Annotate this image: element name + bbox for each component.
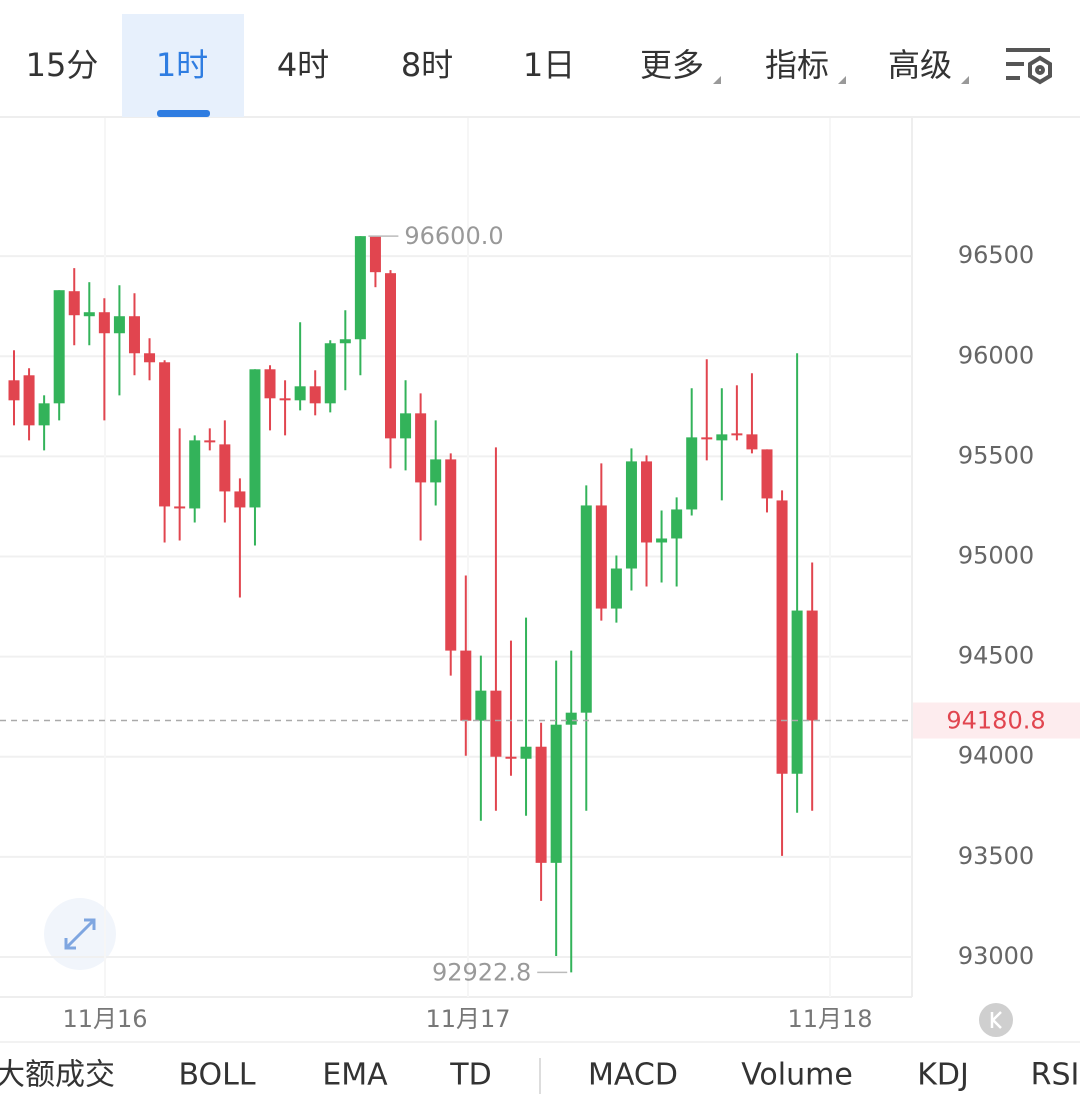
candle-body: [8, 380, 20, 401]
candle-body: [731, 433, 743, 436]
y-tick-label: 94000: [958, 742, 1034, 770]
settings-icon[interactable]: [1006, 48, 1052, 85]
candle-body: [610, 568, 622, 609]
candle-body: [400, 413, 412, 439]
candle-body: [324, 343, 336, 404]
y-tick-label: 93000: [958, 942, 1034, 970]
candle-body: [98, 312, 110, 334]
candle-body: [791, 610, 803, 774]
candle-body: [83, 312, 95, 317]
indicator-tab[interactable]: 大额成交: [0, 1058, 115, 1093]
tab[interactable]: 15分: [26, 46, 99, 84]
indicator-tab[interactable]: EMA: [322, 1058, 388, 1093]
y-tick-label: 94500: [958, 642, 1034, 670]
candle-body: [53, 290, 65, 404]
icon-hex: [1028, 55, 1052, 85]
dropdown-caret: [838, 76, 846, 84]
tab[interactable]: 更多: [640, 46, 704, 84]
candle-body: [68, 291, 80, 316]
candle-body: [746, 434, 758, 450]
y-tick-label: 95500: [958, 441, 1034, 469]
candle-body: [128, 316, 140, 354]
dropdown-caret: [713, 76, 721, 84]
candle-body: [761, 449, 773, 499]
tab[interactable]: 高级: [888, 46, 952, 84]
last-price-label: 94180.8: [946, 707, 1045, 735]
candle-body: [460, 650, 472, 721]
y-tick-label: 96000: [958, 341, 1034, 369]
candle-body: [580, 505, 592, 713]
candle-body: [475, 690, 487, 721]
candle-body: [174, 506, 186, 509]
candle-body: [565, 712, 577, 725]
candle-body: [113, 316, 125, 334]
reset-bg: [979, 1003, 1013, 1037]
last-price-bg: [913, 702, 1080, 739]
high-label: 96600.0: [404, 222, 503, 250]
candle-body: [415, 413, 427, 483]
candle-body: [595, 505, 607, 609]
candle-body: [776, 500, 788, 774]
candle-body: [671, 509, 683, 539]
expand-arrows: [64, 918, 96, 950]
candle-body: [219, 444, 231, 492]
candle-body: [490, 690, 502, 757]
candle-body: [339, 339, 351, 344]
candle-body: [369, 236, 381, 273]
candle-body: [144, 353, 156, 363]
candle-body: [641, 461, 653, 543]
candle-body: [189, 440, 201, 509]
candle-body: [279, 398, 291, 401]
candle-body: [385, 273, 396, 439]
indicator-tab[interactable]: Volume: [741, 1058, 853, 1093]
candle-body: [806, 610, 818, 721]
candle-body: [204, 440, 216, 443]
candle-body: [159, 362, 171, 507]
indicator-tab[interactable]: KDJ: [917, 1058, 969, 1093]
x-tick-label: 11月18: [787, 1005, 872, 1033]
indicator-tab[interactable]: BOLL: [178, 1058, 255, 1093]
dropdown-caret: [961, 76, 969, 84]
indicator-tab[interactable]: TD: [449, 1058, 491, 1093]
tab[interactable]: 指标: [765, 46, 829, 84]
candle-body: [701, 437, 713, 440]
candle-body: [686, 437, 698, 510]
candle-body: [234, 491, 246, 508]
candle-body: [445, 459, 457, 651]
expand-button[interactable]: [44, 898, 116, 970]
candle-body: [716, 434, 728, 441]
candle-body: [38, 403, 50, 426]
candle-body: [625, 461, 637, 569]
x-tick-label: 11月17: [425, 1005, 510, 1033]
candle-body: [550, 724, 562, 863]
tab[interactable]: 1日: [523, 46, 575, 84]
tab[interactable]: 1时: [156, 46, 208, 84]
y-tick-label: 95000: [958, 541, 1034, 569]
candle-body: [23, 375, 35, 426]
candle-body: [656, 538, 668, 543]
reset-glyph: [990, 1011, 1002, 1029]
tab[interactable]: 8时: [401, 46, 453, 84]
y-tick-label: 93500: [958, 842, 1034, 870]
indicator-tab[interactable]: RSI: [1031, 1058, 1080, 1093]
tab-indicator: [157, 110, 210, 117]
tab[interactable]: 4时: [277, 46, 329, 84]
indicator-tab[interactable]: MACD: [588, 1058, 678, 1093]
candle-body: [520, 746, 532, 759]
x-tick-label: 11月16: [62, 1005, 147, 1033]
candle-body: [505, 756, 517, 759]
candle-body: [249, 369, 261, 508]
low-label: 92922.8: [432, 958, 531, 986]
candle-body: [430, 459, 442, 483]
y-tick-label: 96500: [958, 241, 1034, 269]
candle-body: [354, 236, 366, 340]
tab-selected-bg: [122, 14, 244, 117]
reset-button[interactable]: [979, 1003, 1013, 1037]
candle-body: [264, 369, 276, 399]
candle-body: [294, 386, 306, 401]
candle-body: [309, 386, 321, 404]
icon-dot: [1035, 65, 1045, 75]
candle-body: [535, 746, 547, 863]
